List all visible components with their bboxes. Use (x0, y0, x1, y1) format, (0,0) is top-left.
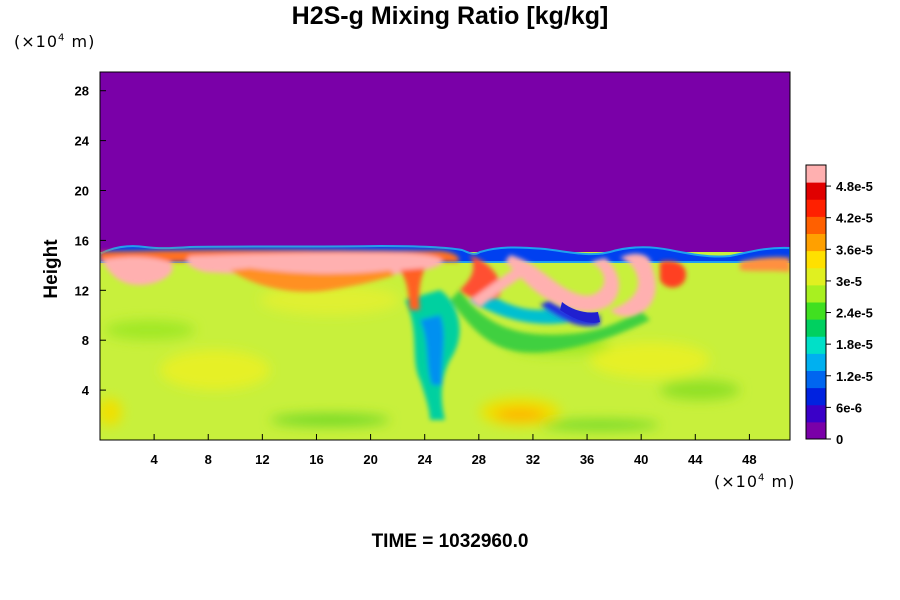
colorbar-swatch (806, 370, 826, 389)
x-tick-label: 20 (363, 452, 377, 467)
colorbar-swatch (806, 182, 826, 200)
field-low-plume (420, 315, 444, 385)
colorbar-tick-label: 4.2e-5 (836, 211, 873, 226)
colorbar-swatch (806, 233, 826, 252)
x-tick-label: 16 (309, 452, 323, 467)
field-blob-yellow (260, 285, 400, 315)
field-blob-yellow (590, 342, 710, 378)
colorbar-swatch (806, 216, 826, 234)
colorbar-swatch (806, 165, 826, 183)
y-tick-label: 8 (82, 333, 89, 348)
x-tick-label: 24 (417, 452, 432, 467)
y-axis-unit: (×104 m) (14, 32, 96, 51)
x-tick-label: 36 (580, 452, 594, 467)
colorbar-tick-label: 6e-6 (836, 400, 862, 415)
colorbar-tick-label: 1.8e-5 (836, 337, 873, 352)
colorbar-swatch (806, 284, 826, 303)
y-tick-label: 4 (82, 383, 90, 398)
field-blob-yellow (100, 398, 122, 426)
field-upper-region (100, 72, 790, 252)
colorbar-swatch (806, 302, 826, 320)
x-axis-unit: (×104 m) (714, 472, 796, 491)
colorbar-tick-label: 3.6e-5 (836, 242, 873, 257)
field-blob-yellow (160, 350, 270, 390)
y-tick-label: 16 (75, 233, 89, 248)
field-dip-blue (560, 302, 600, 323)
plot-frame (99, 71, 791, 441)
colorbar-tick-label: 1.2e-5 (836, 369, 873, 384)
x-tick-label: 4 (151, 452, 159, 467)
colorbar-swatch (806, 319, 826, 337)
y-tick-label: 20 (75, 184, 89, 199)
field-high-band (505, 255, 620, 312)
heatmap-field (100, 72, 790, 440)
x-tick-label: 8 (205, 452, 212, 467)
colorbar-tick-label: 2.4e-5 (836, 306, 873, 321)
y-tick-label: 24 (75, 134, 90, 149)
y-axis: 4 8 12 16 20 24 28 (75, 84, 106, 398)
colorbar-swatch (806, 199, 826, 217)
chart-title: H2S-g Mixing Ratio [kg/kg] (291, 2, 609, 30)
colorbar: 0 6e-6 1.2e-5 1.8e-5 2.4e-5 3e-5 3.6e-5 4.2e-5 4… (805, 164, 873, 447)
x-tick-label: 12 (255, 452, 269, 467)
field-high-band (740, 257, 790, 272)
x-tick-label: 32 (526, 452, 540, 467)
y-tick-label: 28 (75, 84, 89, 99)
colorbar-swatch (806, 387, 826, 406)
field-blob-green (270, 414, 390, 426)
colorbar-swatch (806, 336, 826, 354)
colorbar-swatch (806, 353, 826, 371)
colorbar-swatch (806, 404, 826, 423)
field-blob-green (540, 420, 660, 430)
field-low-plume (450, 290, 650, 353)
field-high-band (660, 260, 686, 288)
colorbar-swatch (806, 250, 826, 269)
field-high-band (400, 268, 425, 310)
x-tick-label: 40 (634, 452, 648, 467)
x-axis: 4 8 12 16 20 24 28 32 36 40 44 48 (151, 434, 757, 467)
field-high-band (610, 253, 656, 317)
field-blob-green (660, 380, 740, 400)
field-high-band (102, 256, 173, 285)
time-label: TIME = 1032960.0 (371, 531, 529, 552)
x-tick-label: 44 (688, 452, 703, 467)
field-high-band (230, 268, 395, 292)
colorbar-tick-label: 4.8e-5 (836, 179, 873, 194)
field-blob-green (105, 320, 195, 340)
field-blob-orange (495, 409, 545, 421)
colorbar-tick-label: 0 (836, 432, 843, 447)
colorbar-frame (805, 164, 827, 440)
x-tick-label: 48 (742, 452, 756, 467)
colorbar-tick-label: 3e-5 (836, 274, 862, 289)
field-high-band (470, 268, 525, 308)
colorbar-swatch (806, 267, 826, 286)
y-tick-label: 12 (75, 283, 89, 298)
colorbar-swatch (806, 421, 826, 440)
field-low-plume (470, 290, 580, 324)
x-tick-label: 28 (472, 452, 486, 467)
